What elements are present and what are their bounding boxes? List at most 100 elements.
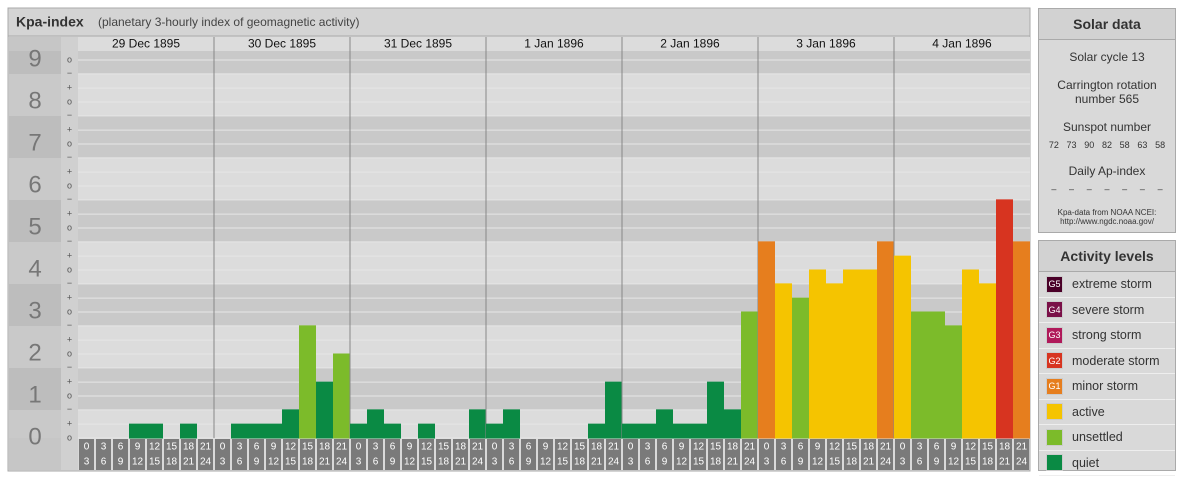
x-label-box (521, 439, 536, 470)
activity-panel: Activity levels G5 extreme storm G4 severe … (1038, 240, 1176, 476)
bar (860, 269, 877, 439)
x-tick-label: 9 (543, 442, 549, 453)
level-label: active (1072, 404, 1105, 419)
level-row: quiet (1039, 451, 1175, 476)
carrington: Carrington rotation number 565 (1057, 78, 1157, 106)
y-tick-label: 9 (28, 45, 41, 72)
y-band (9, 116, 61, 158)
x-tick-label: 6 (254, 442, 260, 453)
x-label-box (963, 439, 978, 470)
y-tick-label: 1 (28, 381, 41, 408)
level-row: active (1039, 400, 1175, 425)
day-label: 3 Jan 1896 (796, 37, 856, 51)
minor-tick-label: o (67, 180, 72, 190)
minor-tick-label: + (67, 251, 72, 261)
x-tick-label: 0 (628, 442, 634, 453)
x-label-box (419, 439, 434, 470)
minor-label-column (61, 37, 78, 470)
x-tick-label: 9 (815, 442, 821, 453)
x-tick-label: 15 (693, 457, 705, 468)
y-tick-label: 0 (28, 423, 41, 450)
x-tick-label: 12 (948, 457, 960, 468)
minor-tick-label: − (67, 236, 72, 246)
minor-tick-label: − (67, 110, 72, 120)
bar (265, 423, 282, 439)
bar (673, 423, 690, 439)
bar (146, 423, 163, 439)
minor-tick-label: + (67, 419, 72, 429)
bar (129, 423, 146, 439)
x-tick-label: 0 (84, 442, 90, 453)
minor-tick-label: + (67, 167, 72, 177)
x-label-box (725, 439, 740, 470)
band (78, 116, 1030, 158)
x-tick-label: 9 (254, 457, 260, 468)
x-tick-label: 12 (404, 457, 416, 468)
title-bar (7, 7, 1031, 37)
bar (180, 423, 197, 439)
x-label-box (130, 439, 145, 470)
sunspot-title: Sunspot number (1062, 120, 1152, 134)
x-label-box (232, 439, 247, 470)
minor-tick-label: o (67, 222, 72, 232)
ap-value: – (1104, 184, 1110, 194)
level-badge (1046, 403, 1063, 421)
x-label-box (980, 439, 995, 470)
x-tick-label: 6 (373, 457, 379, 468)
bar (928, 311, 945, 439)
level-label: moderate storm (1072, 353, 1160, 368)
y-band (9, 51, 61, 74)
x-tick-label: 15 (982, 442, 994, 453)
x-tick-label: 3 (900, 457, 906, 468)
bar (911, 311, 928, 439)
x-label-box (181, 439, 196, 470)
minor-tick-label: o (67, 432, 72, 442)
x-tick-label: 6 (645, 457, 651, 468)
bar (282, 409, 299, 439)
x-tick-label: 6 (101, 457, 107, 468)
x-tick-label: 9 (271, 442, 277, 453)
ap-value: – (1157, 184, 1163, 194)
x-label-box (555, 439, 570, 470)
x-tick-label: 21 (608, 442, 620, 453)
x-tick-label: 0 (356, 442, 362, 453)
x-label-box (657, 439, 672, 470)
minor-tick-label: o (67, 390, 72, 400)
x-tick-label: 18 (999, 442, 1011, 453)
y-band (9, 410, 61, 438)
x-label-box (147, 439, 162, 470)
ap-title: Daily Ap-index (1068, 164, 1146, 178)
bar (996, 199, 1013, 439)
x-label-box (861, 439, 876, 470)
x-label-box (198, 439, 213, 470)
x-tick-label: 15 (421, 457, 433, 468)
bar (962, 269, 979, 439)
x-label-box (470, 439, 485, 470)
x-tick-label: 18 (183, 442, 195, 453)
x-tick-label: 15 (574, 442, 586, 453)
x-label-box (895, 439, 910, 470)
band (78, 200, 1030, 242)
x-tick-label: 21 (591, 457, 603, 468)
bar (605, 381, 622, 439)
x-tick-label: 24 (472, 457, 484, 468)
bar (503, 409, 520, 439)
bar (877, 241, 894, 439)
day-label: 29 Dec 1895 (112, 37, 180, 51)
x-tick-label: 0 (492, 442, 498, 453)
x-label-box (742, 439, 757, 470)
header-row (78, 37, 1030, 51)
solar-cycle: Solar cycle 13 (1069, 50, 1145, 64)
level-row: G1 minor storm (1039, 374, 1175, 400)
level-badge (1046, 428, 1063, 446)
y-tick-label: 8 (28, 87, 41, 114)
x-label-box (606, 439, 621, 470)
bar (588, 423, 605, 439)
bar (724, 409, 741, 439)
x-tick-label: 15 (557, 457, 569, 468)
x-tick-label: 18 (574, 457, 586, 468)
x-tick-label: 12 (268, 457, 280, 468)
x-label-box (96, 439, 111, 470)
bar (248, 423, 265, 439)
x-tick-label: 15 (166, 442, 178, 453)
